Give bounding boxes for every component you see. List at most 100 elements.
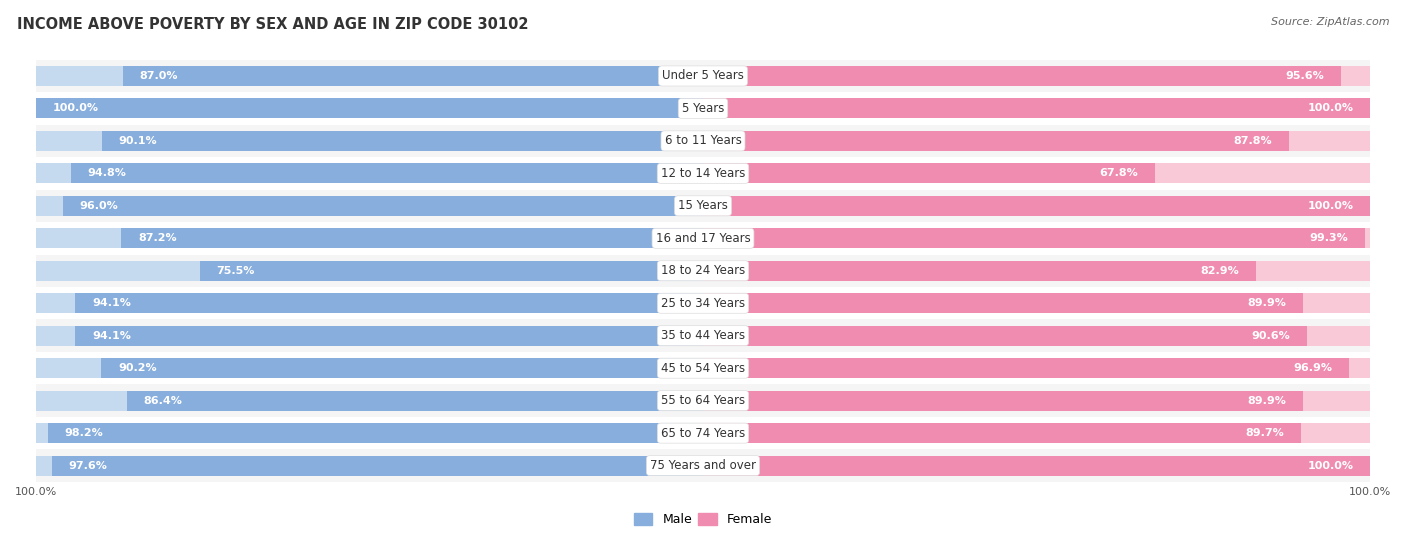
Bar [37, 125, 1369, 157]
Text: 86.4%: 86.4% [143, 396, 183, 406]
Bar [703, 66, 1369, 86]
Bar [200, 260, 703, 281]
Bar [37, 385, 1369, 417]
Bar [37, 423, 703, 443]
Bar [127, 391, 703, 411]
Text: 5 Years: 5 Years [682, 102, 724, 115]
Bar [37, 222, 1369, 254]
Bar [37, 92, 1369, 125]
Bar [37, 196, 703, 216]
Bar [703, 196, 1369, 216]
Text: 35 to 44 Years: 35 to 44 Years [661, 329, 745, 342]
Bar [703, 163, 1156, 183]
Bar [76, 293, 703, 313]
Bar [122, 66, 703, 86]
Text: 94.1%: 94.1% [93, 299, 131, 308]
Bar [703, 131, 1369, 151]
Bar [37, 449, 1369, 482]
Bar [37, 358, 703, 378]
Bar [703, 358, 1369, 378]
Bar [703, 131, 1288, 151]
Text: 94.1%: 94.1% [93, 331, 131, 341]
Text: 94.8%: 94.8% [87, 168, 127, 178]
Text: 89.9%: 89.9% [1247, 396, 1286, 406]
Text: 90.1%: 90.1% [120, 136, 157, 146]
Bar [703, 98, 1369, 119]
Bar [703, 228, 1369, 248]
Bar [37, 163, 703, 183]
Text: 45 to 54 Years: 45 to 54 Years [661, 362, 745, 375]
Text: Source: ZipAtlas.com: Source: ZipAtlas.com [1271, 17, 1389, 27]
Bar [37, 352, 1369, 385]
Text: 90.2%: 90.2% [118, 363, 157, 373]
Bar [703, 423, 1301, 443]
Text: 87.2%: 87.2% [138, 233, 177, 243]
Text: 16 and 17 Years: 16 and 17 Years [655, 232, 751, 245]
Text: 87.8%: 87.8% [1233, 136, 1272, 146]
Bar [703, 423, 1369, 443]
Text: 15 Years: 15 Years [678, 200, 728, 212]
Bar [37, 98, 703, 119]
Bar [101, 358, 703, 378]
Bar [703, 456, 1369, 476]
Text: 89.7%: 89.7% [1246, 428, 1285, 438]
Text: 100.0%: 100.0% [1308, 201, 1353, 211]
Bar [37, 60, 1369, 92]
Bar [703, 196, 1369, 216]
Bar [37, 456, 703, 476]
Bar [37, 260, 703, 281]
Bar [703, 391, 1302, 411]
Bar [703, 293, 1369, 313]
Bar [37, 228, 703, 248]
Text: 65 to 74 Years: 65 to 74 Years [661, 427, 745, 439]
Text: 12 to 14 Years: 12 to 14 Years [661, 167, 745, 180]
Bar [37, 320, 1369, 352]
Text: 96.9%: 96.9% [1294, 363, 1333, 373]
Bar [703, 260, 1256, 281]
Bar [70, 163, 703, 183]
Bar [37, 98, 703, 119]
Bar [37, 391, 703, 411]
Bar [37, 287, 1369, 320]
Bar [48, 423, 703, 443]
Bar [37, 254, 1369, 287]
Text: 89.9%: 89.9% [1247, 299, 1286, 308]
Bar [37, 131, 703, 151]
Text: 67.8%: 67.8% [1099, 168, 1139, 178]
Text: 99.3%: 99.3% [1310, 233, 1348, 243]
Text: 87.0%: 87.0% [139, 71, 179, 81]
Text: 95.6%: 95.6% [1285, 71, 1324, 81]
Text: INCOME ABOVE POVERTY BY SEX AND AGE IN ZIP CODE 30102: INCOME ABOVE POVERTY BY SEX AND AGE IN Z… [17, 17, 529, 32]
Bar [703, 293, 1302, 313]
Bar [703, 260, 1369, 281]
Bar [37, 326, 703, 346]
Text: Under 5 Years: Under 5 Years [662, 69, 744, 83]
Bar [37, 293, 703, 313]
Bar [703, 391, 1369, 411]
Text: 100.0%: 100.0% [53, 103, 98, 113]
Text: 75 Years and over: 75 Years and over [650, 459, 756, 472]
Bar [703, 66, 1340, 86]
Bar [121, 228, 703, 248]
Bar [703, 98, 1369, 119]
Text: 100.0%: 100.0% [1308, 103, 1353, 113]
Text: 82.9%: 82.9% [1201, 266, 1239, 276]
Text: 98.2%: 98.2% [65, 428, 104, 438]
Bar [37, 66, 703, 86]
Bar [703, 163, 1369, 183]
Text: 25 to 34 Years: 25 to 34 Years [661, 297, 745, 310]
Bar [103, 131, 703, 151]
Bar [37, 157, 1369, 190]
Bar [703, 456, 1369, 476]
Text: 18 to 24 Years: 18 to 24 Years [661, 264, 745, 277]
Text: 75.5%: 75.5% [217, 266, 254, 276]
Text: 6 to 11 Years: 6 to 11 Years [665, 134, 741, 148]
Bar [703, 228, 1365, 248]
Bar [52, 456, 703, 476]
Text: 96.0%: 96.0% [80, 201, 118, 211]
Legend: Male, Female: Male, Female [634, 513, 772, 526]
Text: 90.6%: 90.6% [1251, 331, 1291, 341]
Bar [703, 326, 1369, 346]
Bar [76, 326, 703, 346]
Text: 55 to 64 Years: 55 to 64 Years [661, 394, 745, 407]
